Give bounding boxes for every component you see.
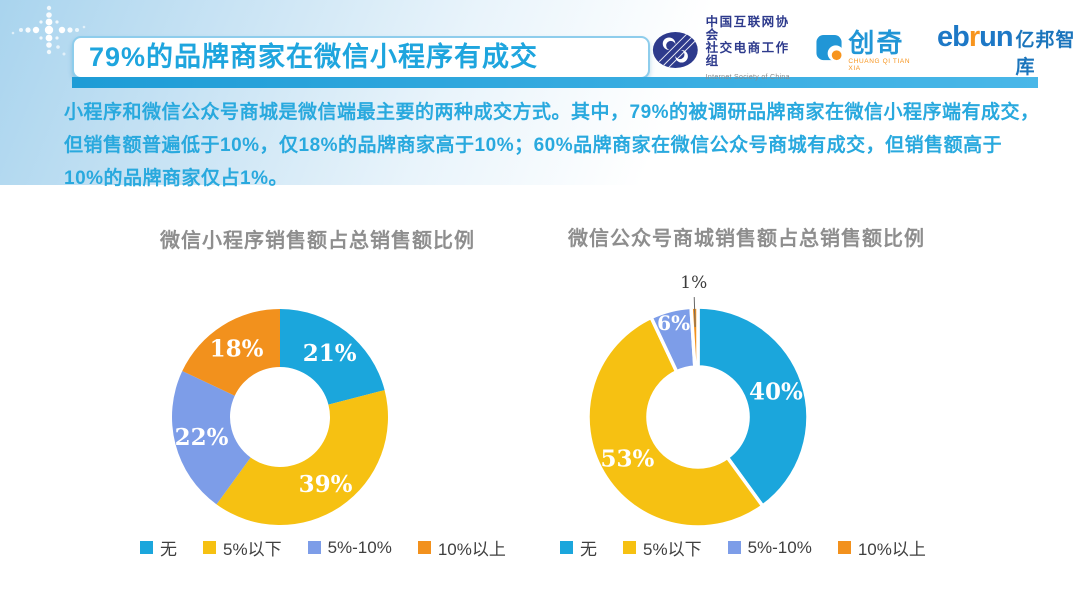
data-label: 22% <box>175 424 229 451</box>
chuangqi-logo: 创奇 CHUANG QI TIAN XIA <box>816 29 917 72</box>
slide-title-box: 79%的品牌商家在微信小程序有成交 <box>72 36 650 79</box>
legend-item: 5%-10% <box>307 537 392 558</box>
legend-item: 10%以上 <box>417 535 506 560</box>
chart-title-left: 微信小程序销售额占总销售额比例 <box>160 230 475 252</box>
chuangqi-logo-icon <box>816 34 844 62</box>
ebrun-logo-suffix: 亿邦智库 <box>1015 30 1076 78</box>
legend-item: 10%以上 <box>837 535 926 560</box>
logo-row: 中国互联网协会 社交电商工作组 Internet Society of Chin… <box>652 16 1080 81</box>
donut-slice-3 <box>182 309 280 396</box>
data-label: 21% <box>303 340 357 367</box>
legend-label: 10%以上 <box>437 540 506 559</box>
legend-swatch <box>417 541 431 554</box>
ebrun-logo-part3: un <box>979 21 1013 53</box>
legend-swatch <box>560 541 573 554</box>
sparkle-decoration-icon <box>11 5 86 56</box>
chart-legend-left: 无 5%以下 5%-10% 10%以上 <box>140 535 506 560</box>
legend-item: 无 <box>560 535 597 560</box>
isc-logo-line1: 中国互联网协会 <box>705 15 790 42</box>
legend-item: 无 <box>140 535 177 560</box>
legend-swatch <box>140 541 153 554</box>
isc-logo-text: 中国互联网协会 社交电商工作组 Internet Society of Chin… <box>706 16 794 84</box>
ebrun-logo-part1: eb <box>936 21 970 53</box>
donut-slice-2 <box>172 371 251 505</box>
chuangqi-logo-name: 创奇 <box>848 27 905 58</box>
legend-swatch <box>837 541 851 554</box>
slide-title: 79%的品牌商家在微信小程序有成交 <box>89 42 539 72</box>
legend-label: 无 <box>580 540 597 559</box>
legend-swatch <box>623 541 636 554</box>
ebrun-logo: eb r un 亿邦智库 <box>937 21 1080 79</box>
legend-item: 5%以下 <box>623 535 702 560</box>
legend-label: 5%以下 <box>223 540 282 559</box>
donut-slice-0 <box>280 309 385 405</box>
data-label: 18% <box>210 336 264 363</box>
ebrun-logo-part2: r <box>968 21 980 53</box>
intro-paragraph: 小程序和微信公众号商城是微信端最主要的两种成交方式。其中，79%的被调研品牌商家… <box>64 102 1040 189</box>
legend-swatch <box>727 541 741 554</box>
title-underline-bar <box>72 77 1038 88</box>
donut-slice-3 <box>689 305 700 369</box>
label-leader-line <box>693 297 696 328</box>
donut-slice-0 <box>696 305 810 509</box>
donut-slice-1 <box>216 390 388 525</box>
legend-label: 10%以上 <box>857 540 926 559</box>
data-label: 40% <box>749 379 803 406</box>
chart-legend-right: 无 5%以下 5%-10% 10%以上 <box>560 535 926 560</box>
legend-label: 5%以下 <box>643 540 702 559</box>
legend-label: 5%-10% <box>327 537 392 557</box>
legend-item: 5%-10% <box>727 537 812 558</box>
donut-chart-right: 40% 53% 6% 1% <box>586 273 810 529</box>
isc-logo-line2: 社交电商工作组 <box>705 41 790 68</box>
donut-chart-left: 21% 39% 22% 18% <box>172 309 388 525</box>
isc-logo-line3: Internet Society of China <box>705 74 790 81</box>
data-label: 53% <box>600 446 654 473</box>
legend-swatch <box>307 541 321 554</box>
header-gradient-background <box>0 0 1080 185</box>
legend-item: 5%以下 <box>203 535 282 560</box>
legend-label: 5%-10% <box>747 537 812 557</box>
donut-slice-1 <box>586 315 766 529</box>
chuangqi-logo-caption: CHUANG QI TIAN XIA <box>848 57 911 72</box>
data-label: 39% <box>299 471 353 498</box>
data-label: 1% <box>680 273 707 293</box>
isc-logo: 中国互联网协会 社交电商工作组 Internet Society of Chin… <box>652 16 794 84</box>
legend-swatch <box>203 541 216 554</box>
legend-label: 无 <box>160 540 177 559</box>
chuangqi-logo-text: 创奇 CHUANG QI TIAN XIA <box>848 29 917 72</box>
data-label: 6% <box>657 311 690 335</box>
chart-title-right: 微信公众号商城销售额占总销售额比例 <box>568 228 925 250</box>
isc-logo-icon <box>652 32 698 68</box>
